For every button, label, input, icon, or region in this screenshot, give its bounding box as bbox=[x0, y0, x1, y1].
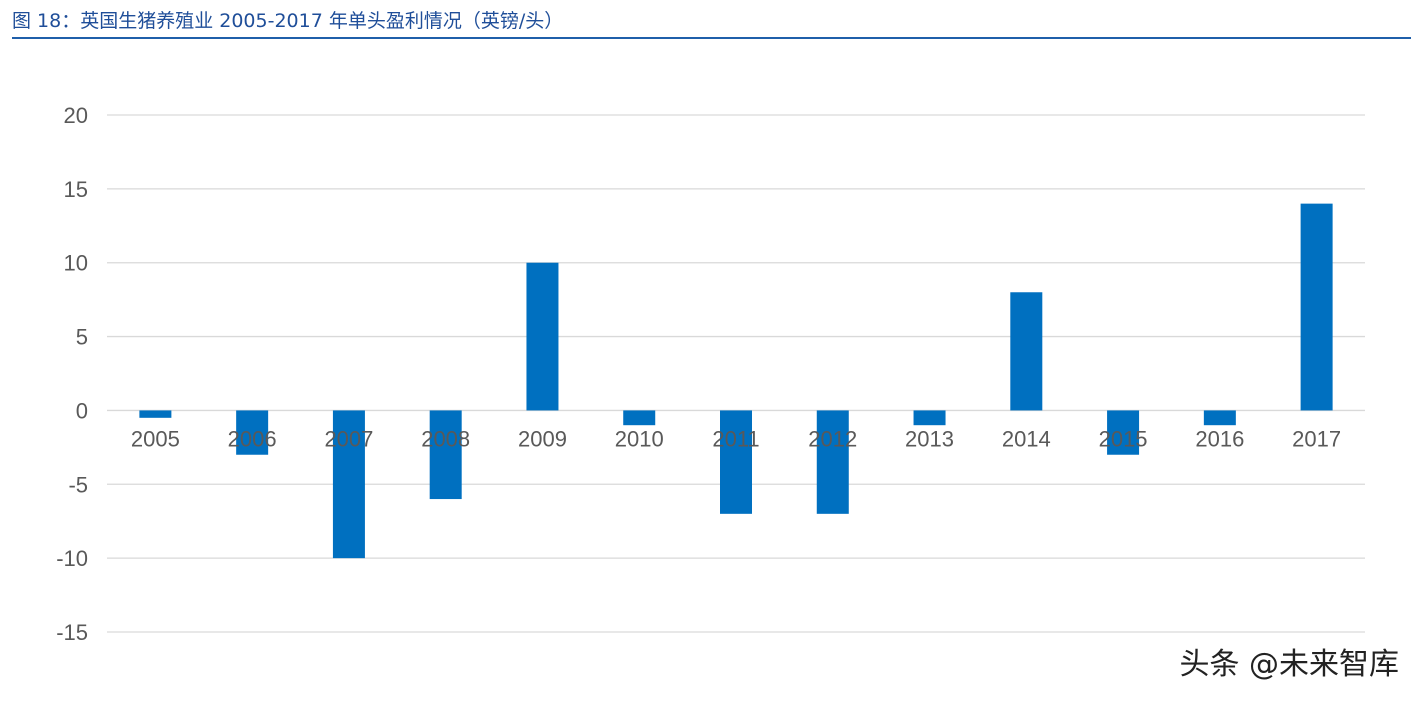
bar-2014 bbox=[1010, 292, 1043, 411]
y-tick-label: -15 bbox=[56, 620, 88, 645]
bar-2006 bbox=[236, 410, 269, 455]
x-tick-label: 2013 bbox=[905, 426, 954, 451]
x-tick-label: 2008 bbox=[421, 426, 470, 451]
bar-2005 bbox=[139, 410, 172, 418]
y-tick-label: -5 bbox=[68, 472, 88, 497]
x-tick-label: 2017 bbox=[1292, 426, 1341, 451]
watermark: 头条 @未来智库 bbox=[1179, 647, 1399, 682]
bar-2008 bbox=[429, 410, 462, 500]
y-axis-ticks: 20 15 10 5 0 -5 -10 -15 bbox=[56, 103, 88, 645]
x-tick-label: 2006 bbox=[228, 426, 277, 451]
y-tick-label: 10 bbox=[64, 251, 88, 276]
bar-2015 bbox=[1107, 410, 1140, 455]
y-tick-label: -10 bbox=[56, 546, 88, 571]
bar-2017 bbox=[1300, 203, 1333, 411]
x-axis-ticks: 2005 2006 2007 2008 2009 2010 2011 2012 2013 2014… bbox=[131, 426, 1341, 451]
bar-2007 bbox=[332, 410, 365, 559]
y-tick-label: 0 bbox=[76, 398, 88, 423]
x-tick-label: 2014 bbox=[1002, 426, 1051, 451]
x-tick-label: 2012 bbox=[808, 426, 857, 451]
x-tick-label: 2011 bbox=[712, 426, 759, 451]
bar-2011 bbox=[720, 410, 752, 514]
x-tick-label: 2005 bbox=[131, 426, 180, 451]
x-tick-label: 2007 bbox=[324, 426, 373, 451]
x-tick-label: 2015 bbox=[1099, 426, 1148, 451]
y-tick-label: 15 bbox=[64, 177, 88, 202]
x-tick-label: 2009 bbox=[518, 426, 567, 451]
bar-series bbox=[139, 203, 1333, 559]
bar-2010 bbox=[623, 410, 656, 426]
y-tick-label: 5 bbox=[76, 325, 88, 350]
y-tick-label: 20 bbox=[64, 103, 88, 128]
gridlines bbox=[107, 114, 1365, 633]
x-tick-label: 2016 bbox=[1195, 426, 1244, 451]
figure-header: 图 18：英国生猪养殖业 2005-2017 年单头盈利情况（英镑/头） bbox=[12, 6, 1407, 36]
bar-2013 bbox=[913, 410, 946, 426]
bar-2012 bbox=[816, 410, 849, 514]
bar-2009 bbox=[526, 262, 559, 411]
header-divider bbox=[12, 37, 1411, 39]
bar-2016 bbox=[1203, 410, 1236, 426]
figure-title: 图 18：英国生猪养殖业 2005-2017 年单头盈利情况（英镑/头） bbox=[12, 10, 564, 32]
x-tick-label: 2010 bbox=[615, 426, 664, 451]
